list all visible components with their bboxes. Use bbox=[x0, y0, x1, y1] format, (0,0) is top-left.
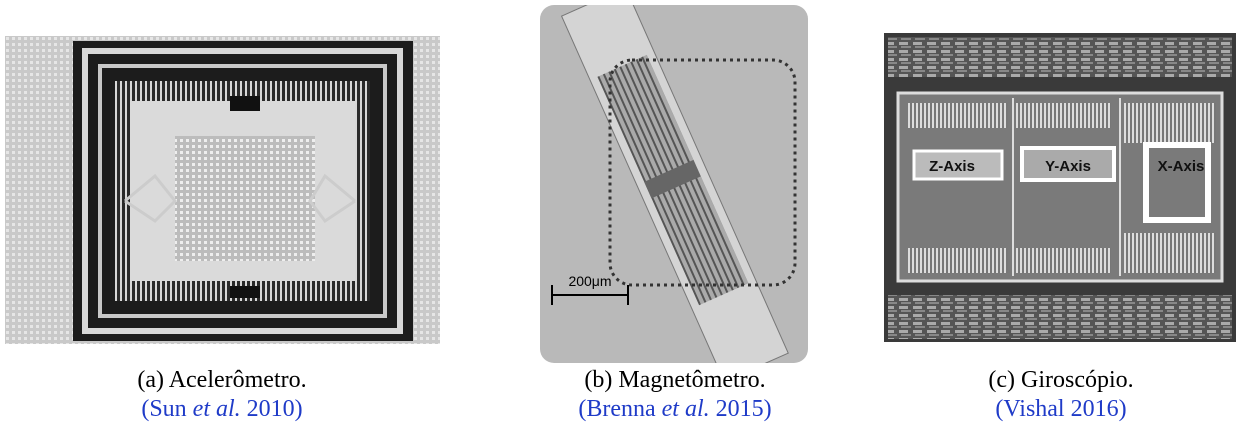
citation[interactable]: (Sun et al. 2010) bbox=[12, 395, 432, 424]
caption-block: (a) Acelerômetro. (Sun et al. 2010) bbox=[12, 366, 432, 424]
axis-label: X-Axis bbox=[1158, 158, 1205, 175]
caption: (c) Giroscópio. bbox=[851, 366, 1254, 395]
accelerometer-image bbox=[5, 36, 440, 344]
caption-block: (b) Magnetômetro. (Brenna et al. 2015) bbox=[465, 366, 885, 424]
axis-label: Y-Axis bbox=[1045, 158, 1091, 175]
caption-block: (c) Giroscópio. (Vishal 2016) bbox=[851, 366, 1254, 424]
citation-part[interactable]: et al. bbox=[193, 396, 241, 422]
citation-part[interactable]: (Sun bbox=[141, 396, 186, 422]
citation[interactable]: (Vishal 2016) bbox=[851, 395, 1254, 424]
citation[interactable]: (Brenna et al. 2015) bbox=[465, 395, 885, 424]
magnetometer-image: 200μm bbox=[540, 5, 808, 363]
citation-part[interactable]: 2010) bbox=[247, 396, 303, 422]
figure: 200μm Z-Axis Y-Axis X-Axis (a) Acelerôme… bbox=[0, 0, 1254, 429]
gyroscope-image: Z-Axis Y-Axis X-Axis bbox=[884, 33, 1236, 342]
scale-label: 200μm bbox=[568, 273, 611, 289]
citation-part[interactable]: 2015) bbox=[716, 396, 772, 422]
citation-part[interactable]: (Vishal 2016) bbox=[995, 396, 1126, 422]
citation-part[interactable]: et al. bbox=[662, 396, 710, 422]
citation-part[interactable]: (Brenna bbox=[578, 396, 655, 422]
caption: (a) Acelerômetro. bbox=[12, 366, 432, 395]
caption: (b) Magnetômetro. bbox=[465, 366, 885, 395]
axis-label: Z-Axis bbox=[929, 158, 975, 175]
